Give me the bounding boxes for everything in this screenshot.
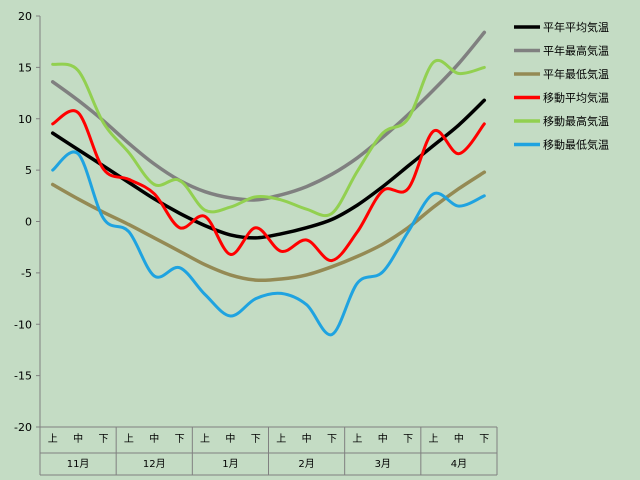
x-axis-ticks: 上 中 下 11月 上 中 下 12月 上 中 下 1月 上 中 下 2月 上 中 下 3月 上 中 下 4月 — [48, 432, 490, 470]
legend-label: 移動最低気温 — [543, 138, 609, 152]
y-tick-label: -15 — [14, 370, 32, 383]
y-tick-label: -10 — [14, 318, 32, 331]
y-tick-label: 0 — [25, 216, 32, 229]
x-sub-label: 中 — [73, 432, 83, 445]
series-line-6 — [51, 150, 486, 337]
x-month-label: 1月 — [222, 458, 238, 470]
x-sub-label: 上 — [200, 433, 210, 445]
y-axis-ticks: 20 15 10 5 0 -5 -10 -15 -20 — [14, 10, 40, 434]
x-sub-label: 上 — [352, 433, 362, 445]
y-tick-label: -20 — [14, 421, 32, 434]
x-sub-label: 中 — [302, 432, 312, 445]
y-tick-label: 20 — [18, 10, 32, 23]
x-month-label: 4月 — [451, 458, 467, 470]
x-sub-label: 上 — [48, 433, 58, 445]
series-line-4 — [51, 109, 486, 262]
x-month-label: 12月 — [143, 458, 166, 470]
series-lines — [50, 30, 487, 337]
x-sub-label: 上 — [276, 433, 286, 445]
x-month-label: 3月 — [375, 458, 391, 470]
x-sub-label: 下 — [98, 434, 108, 445]
y-tick-label: 10 — [18, 113, 32, 126]
y-tick-label: 15 — [18, 61, 32, 74]
y-tick-label: 5 — [25, 164, 32, 177]
series-line-5 — [51, 59, 486, 218]
x-sub-label: 下 — [251, 434, 261, 445]
legend-label: 移動最高気温 — [543, 114, 609, 128]
x-sub-label: 中 — [378, 432, 388, 445]
x-sub-label: 上 — [429, 433, 439, 445]
x-month-label: 2月 — [298, 458, 314, 470]
x-sub-label: 中 — [225, 432, 235, 445]
legend-label: 平年最低気温 — [543, 67, 609, 81]
x-sub-label: 下 — [175, 434, 185, 445]
x-sub-label: 下 — [403, 434, 413, 445]
x-sub-label: 中 — [454, 432, 464, 445]
x-sub-label: 下 — [479, 434, 489, 445]
x-sub-label: 上 — [124, 433, 134, 445]
x-sub-label: 下 — [327, 434, 337, 445]
y-tick-label: -5 — [21, 267, 32, 280]
axes — [39, 16, 498, 476]
legend-label: 平年平均気温 — [543, 20, 609, 34]
legend-label: 平年最高気温 — [543, 44, 609, 58]
legend-label: 移動平均気温 — [543, 91, 609, 105]
x-sub-label: 中 — [149, 432, 159, 445]
x-month-label: 11月 — [67, 458, 90, 470]
